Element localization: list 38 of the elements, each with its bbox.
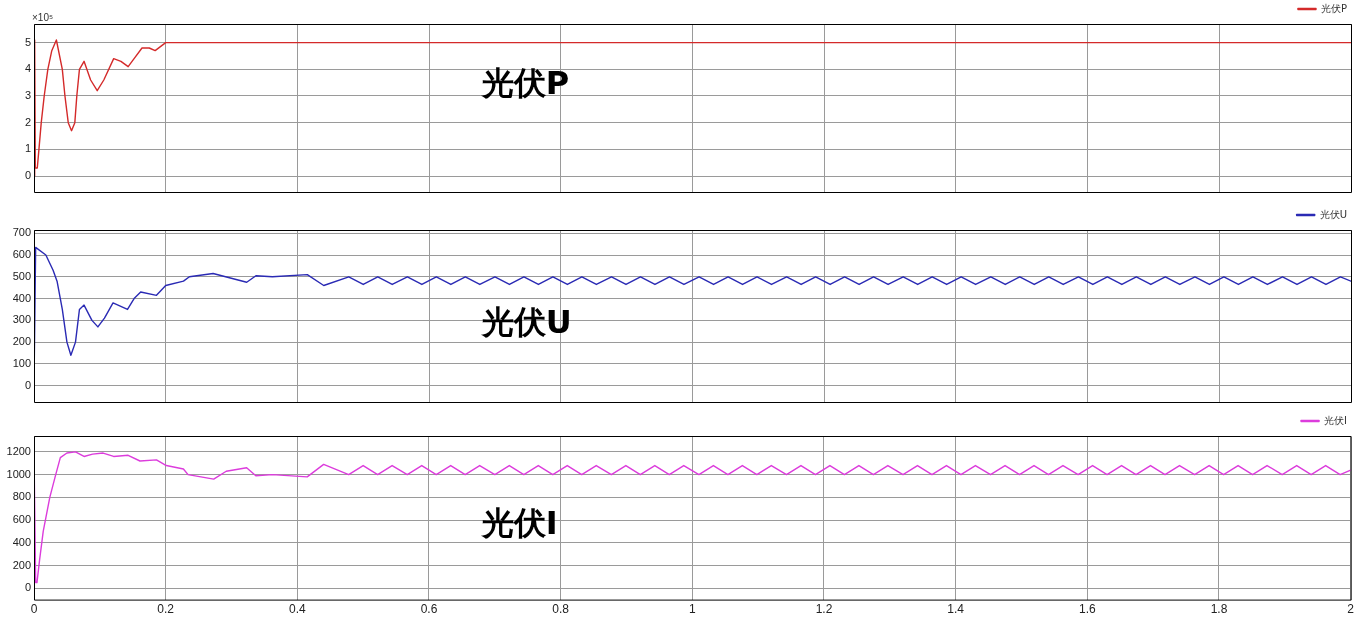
y-tick-label: 300 — [12, 313, 31, 326]
y-tick-label: 2 — [24, 115, 31, 128]
x-tick-label: 0.8 — [552, 602, 570, 617]
y-tick-label: 800 — [12, 490, 31, 503]
annotation: 光伏P — [479, 64, 570, 103]
y-axis-title: ×10⁵ — [32, 11, 54, 23]
y-tick-label: 0 — [24, 378, 31, 391]
x-tick-label: 0.6 — [420, 602, 438, 617]
y-tick-label: 0 — [24, 169, 31, 182]
y-tick-label: 1 — [24, 142, 31, 155]
y-tick-label: 1200 — [6, 444, 31, 457]
x-tick-label: 1 — [688, 602, 696, 617]
y-tick-label: 0 — [24, 581, 31, 594]
x-tick-label: 2 — [1347, 602, 1355, 617]
x-tick-label: 0.2 — [157, 602, 175, 617]
y-tick-label: 400 — [12, 291, 31, 304]
x-tick-label: 1.2 — [815, 602, 833, 617]
legend-label: 光伏U — [1319, 208, 1348, 220]
y-tick-label: 100 — [12, 356, 31, 369]
y-tick-label: 700 — [12, 226, 31, 239]
y-tick-label: 500 — [12, 269, 31, 282]
annotation: 光伏I — [479, 504, 558, 543]
y-tick-label: 200 — [12, 335, 31, 348]
x-tick-label: 1.8 — [1210, 602, 1228, 617]
y-tick-label: 3 — [24, 89, 31, 102]
y-tick-label: 400 — [12, 535, 31, 548]
legend-label: 光伏I — [1324, 414, 1347, 426]
y-tick-label: 5 — [24, 35, 31, 48]
y-tick-label: 4 — [24, 62, 31, 75]
x-tick-label: 0.4 — [288, 602, 306, 617]
annotation: 光伏U — [479, 302, 572, 341]
y-tick-label: 200 — [12, 558, 31, 571]
legend-label: 光伏P — [1320, 2, 1347, 14]
y-tick-label: 600 — [12, 248, 31, 261]
x-tick-label: 1.6 — [1078, 602, 1096, 617]
x-tick-label: 1.4 — [947, 602, 965, 617]
y-tick-label: 1000 — [6, 467, 31, 480]
y-tick-label: 600 — [12, 513, 31, 526]
